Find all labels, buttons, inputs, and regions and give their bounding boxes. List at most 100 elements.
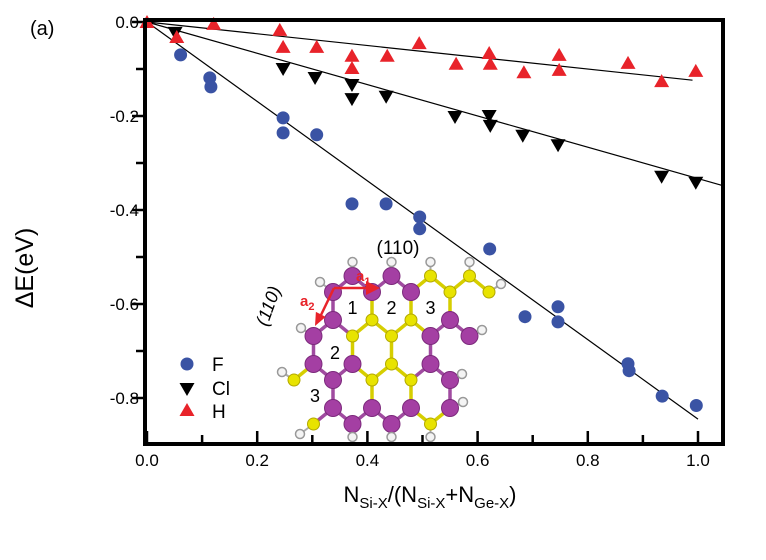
h-data-point [309, 39, 325, 53]
ge-atom [304, 355, 323, 373]
h-data-point [481, 45, 497, 59]
f-data-point [310, 128, 324, 142]
axis-ticks: 0.0 0.2 0.4 0.6 0.8 1.0 0.0 -0.2 -0.4 -0.6 -0.8 [110, 13, 710, 470]
h-atom [347, 431, 358, 443]
h-data-point [551, 47, 567, 61]
site-label-3: 3 [425, 298, 435, 318]
h-data-point [654, 74, 670, 88]
h-fit-line [146, 21, 693, 81]
cl-data-point [482, 119, 498, 133]
f-data-point [551, 315, 565, 329]
crystal-structure-inset: (110) (110) a1 a2 1 2 3 2 3 [252, 238, 507, 443]
legend: F Cl H [179, 355, 230, 423]
x-tick-label: 0.6 [466, 451, 490, 470]
ge-atom [343, 355, 362, 373]
si-atom [307, 417, 320, 431]
h-data-point [620, 55, 636, 69]
site-label-2: 2 [386, 298, 396, 318]
legend-marker-h [179, 403, 195, 416]
si-atom [482, 285, 496, 299]
h-data-point [169, 29, 185, 43]
cl-data-point [344, 79, 360, 93]
a2-vector-label: a2 [300, 293, 314, 313]
si-atom [404, 373, 418, 387]
a1-vector-label: a1 [356, 268, 370, 288]
cl-data-point [654, 170, 670, 184]
ge-atom [343, 415, 362, 433]
x-tick-label: 0.4 [356, 451, 380, 470]
h-atom [457, 396, 469, 408]
y-tick-label: 0.0 [115, 13, 139, 32]
h-atom [495, 278, 507, 290]
ge-atom [402, 283, 420, 301]
bond [351, 361, 413, 383]
h-data-point [448, 56, 464, 70]
plane-110-left-label: (110) [252, 283, 285, 328]
f-data-point [483, 242, 497, 256]
h-atom [314, 276, 326, 288]
h-atom [386, 256, 397, 268]
ge-atom [343, 267, 362, 285]
x-tick-label: 0.2 [245, 451, 269, 470]
h-data-point [516, 65, 532, 79]
ge-atom [421, 355, 440, 373]
ge-atom [460, 327, 479, 345]
f-data-point [276, 111, 290, 125]
ge-atom [421, 327, 440, 345]
f-data-point [413, 222, 427, 236]
plane-110-top-label: (110) [377, 238, 420, 259]
si-atom [287, 373, 301, 387]
h-atom [276, 366, 288, 378]
f-data-point [276, 126, 290, 140]
si-atom [424, 269, 437, 283]
h-data-point [275, 39, 291, 53]
y-tick-label: -0.2 [110, 107, 139, 126]
ge-atom [441, 371, 459, 389]
h-data-point [551, 62, 567, 76]
h-atom [347, 256, 358, 268]
f-data-point [379, 197, 393, 211]
h-atom [476, 324, 488, 336]
site-label-3-left: 3 [310, 386, 320, 406]
x-tick-label: 1.0 [686, 451, 710, 470]
h-atom [464, 256, 475, 268]
si-atom [365, 373, 379, 387]
si-atom [365, 313, 379, 327]
ge-atom [441, 311, 459, 329]
y-tick-label: -0.6 [110, 295, 139, 314]
f-data-point [622, 364, 636, 378]
si-atom [346, 329, 359, 343]
y-tick-label: -0.4 [110, 201, 139, 220]
ge-atom [382, 415, 401, 433]
cl-data-point [515, 129, 531, 143]
si-atom [424, 417, 437, 431]
y-tick-label: -0.8 [110, 389, 139, 408]
ge-atom [441, 399, 459, 417]
f-data-point [518, 310, 532, 324]
si-atom [385, 329, 398, 343]
h-data-point [482, 56, 498, 70]
a2-vector-arrow [319, 287, 336, 316]
cl-data-point [378, 90, 394, 104]
legend-label-f: F [212, 355, 224, 376]
ge-atom [324, 371, 342, 389]
h-data-point [411, 36, 427, 50]
h-data-point [688, 63, 704, 77]
a1-arrowhead [366, 281, 380, 295]
panel-label: (a) [30, 18, 54, 40]
site-label-1: 1 [347, 298, 357, 318]
h-atom [425, 431, 436, 443]
atoms [276, 256, 507, 443]
f-data-point [345, 197, 359, 211]
f-data-point [204, 80, 218, 94]
h-atom [425, 256, 436, 268]
x-tick-label: 0.0 [135, 451, 159, 470]
h-atom [456, 368, 468, 380]
si-atom [404, 313, 418, 327]
h-atom [294, 428, 306, 440]
si-atom [463, 269, 476, 283]
cl-data-point [344, 93, 360, 107]
cl-data-point [550, 139, 566, 153]
h-data-point [206, 16, 222, 30]
